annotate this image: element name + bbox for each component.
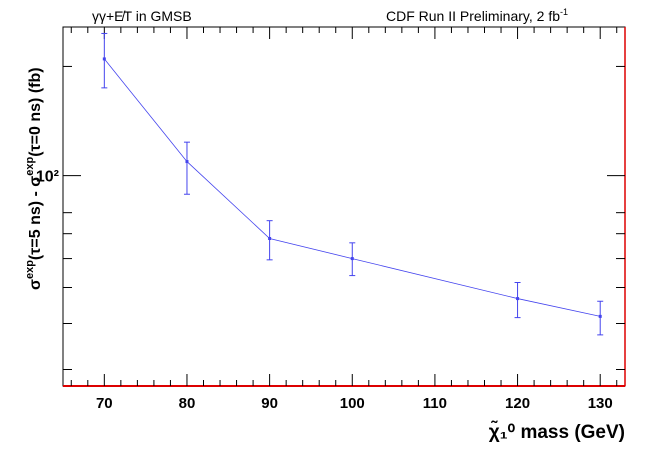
data-point	[598, 314, 602, 318]
x-tick-label: 130	[588, 395, 613, 412]
title-right: CDF Run II Preliminary, 2 fb-1	[386, 7, 568, 24]
x-tick-label: 80	[179, 395, 196, 412]
x-tick-label: 120	[505, 395, 530, 412]
y-axis-label: σexp(τ=5 ns) - σexp(τ=0 ns) (fb)	[24, 67, 44, 290]
title-left: γγ+E̸T in GMSB	[92, 8, 192, 24]
x-tick-label: 90	[261, 395, 278, 412]
x-tick-label: 70	[96, 395, 113, 412]
data-point	[350, 257, 354, 261]
y-tick-label: 10²	[36, 169, 59, 186]
data-point	[268, 236, 272, 240]
series-line	[104, 58, 601, 317]
data-point	[185, 160, 189, 164]
x-tick-label: 110	[423, 395, 447, 412]
data-point	[102, 57, 106, 61]
x-axis-label: χ̃₁⁰ mass (GeV)	[489, 420, 625, 443]
plot-frame	[62, 26, 626, 387]
x-tick-label: 100	[340, 395, 365, 412]
data-point	[516, 297, 520, 301]
